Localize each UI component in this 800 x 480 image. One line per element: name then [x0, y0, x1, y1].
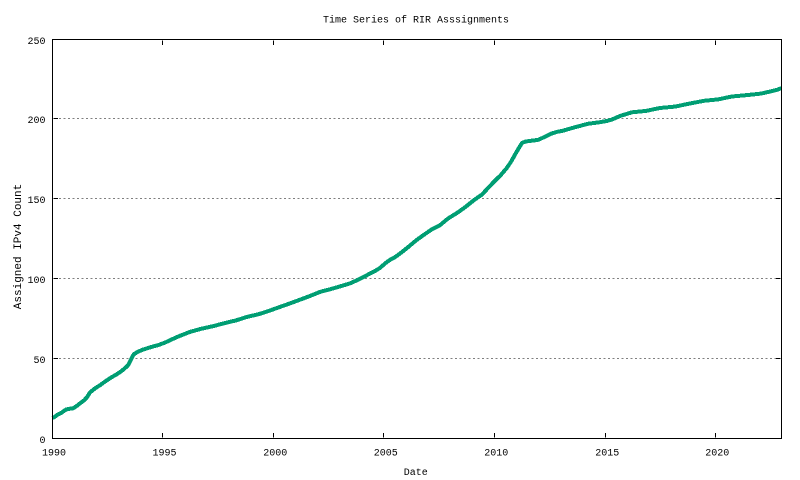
svg-text:2005: 2005	[374, 448, 398, 459]
svg-text:2000: 2000	[263, 448, 287, 459]
svg-text:1990: 1990	[42, 448, 66, 459]
svg-text:0: 0	[39, 436, 45, 447]
svg-text:2010: 2010	[484, 448, 508, 459]
svg-text:250: 250	[27, 37, 45, 48]
svg-text:Assigned IPv4 Count: Assigned IPv4 Count	[13, 184, 25, 309]
svg-text:1995: 1995	[152, 448, 176, 459]
svg-text:200: 200	[27, 116, 45, 127]
svg-text:50: 50	[33, 356, 45, 367]
svg-text:100: 100	[27, 276, 45, 287]
svg-text:Time Series of RIR Asssignment: Time Series of RIR Asssignments	[323, 14, 509, 26]
svg-text:2015: 2015	[595, 448, 619, 459]
svg-text:150: 150	[27, 196, 45, 207]
svg-text:2020: 2020	[705, 448, 729, 459]
svg-text:Date: Date	[404, 468, 428, 479]
